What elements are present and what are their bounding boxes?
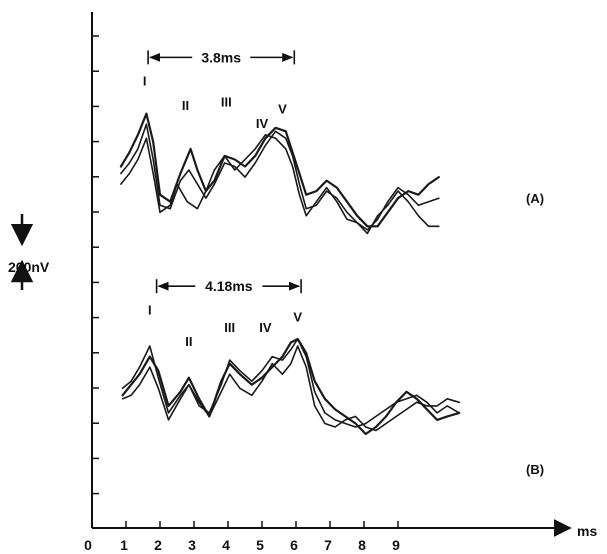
waveform-trace: [121, 345, 460, 432]
x-ticks: 0 1 2 3 4 5 6 7 8 9: [84, 521, 400, 553]
peak-label: III: [224, 320, 235, 335]
interval-bracket: 3.8ms: [147, 49, 296, 65]
scale-bar-label: 200nV: [8, 259, 50, 275]
peak-label: III: [221, 95, 232, 110]
peak-label: IV: [256, 116, 269, 131]
waveform-trace: [121, 338, 460, 428]
interval-label: 3.8ms: [201, 49, 241, 65]
x-axis-label: ms: [577, 523, 597, 539]
x-tick-label: 4: [222, 537, 230, 553]
waveform-trace: [121, 337, 461, 436]
axes: 0 1 2 3 4 5 6 7 8 9 ms: [84, 12, 597, 553]
x-tick-label: 0: [84, 537, 92, 553]
x-tick-label: 9: [392, 537, 400, 553]
peak-label: II: [185, 334, 192, 349]
x-tick-label: 2: [154, 537, 162, 553]
peak-label: II: [182, 98, 189, 113]
x-tick-label: 8: [358, 537, 366, 553]
y-ticks: [92, 35, 99, 495]
x-tick-label: 6: [290, 537, 298, 553]
panel-label: (B): [526, 462, 544, 477]
peak-label: IV: [259, 320, 272, 335]
peak-label: I: [148, 302, 152, 317]
panel-label: (A): [526, 191, 544, 206]
waveform-trace: [120, 123, 440, 231]
x-tick-label: 5: [256, 537, 264, 553]
interval-label: 4.18ms: [205, 278, 253, 294]
x-tick-label: 3: [188, 537, 196, 553]
scale-bar: 200nV: [8, 214, 50, 290]
waveform-trace: [119, 112, 440, 228]
waveform-trace: [120, 134, 440, 235]
peak-label: V: [293, 309, 302, 324]
peak-label: V: [278, 102, 287, 117]
peak-label: I: [143, 74, 147, 89]
x-tick-label: 1: [120, 537, 128, 553]
x-tick-label: 7: [324, 537, 332, 553]
interval-bracket: 4.18ms: [155, 278, 302, 294]
